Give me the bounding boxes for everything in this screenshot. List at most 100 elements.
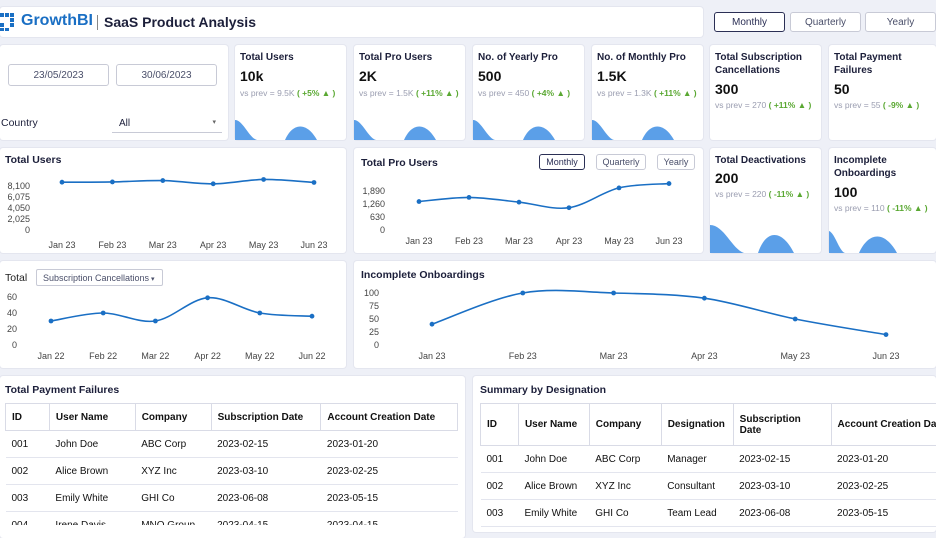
table-cell: 2023-06-08	[211, 484, 321, 512]
kpi-title: No. of Monthly Pro	[597, 52, 686, 63]
end-date-input[interactable]: 30/06/2023	[116, 64, 217, 86]
kpi-title: Total Payment Failures	[834, 52, 902, 76]
series-line	[50, 296, 313, 323]
tab-quarterly[interactable]: Quarterly	[790, 12, 861, 32]
x-tick-label: Jan 22	[37, 351, 64, 361]
kpi-sparkline	[354, 120, 436, 140]
chart-metric-select[interactable]: Subscription Cancellations ▾	[36, 269, 163, 286]
x-tick-label: Apr 23	[691, 351, 718, 361]
chart-title: Incomplete Onboardings	[361, 269, 485, 281]
series-line	[61, 178, 315, 185]
filter-panel: 23/05/2023 30/06/2023 Country All ▾	[0, 45, 228, 140]
pro-tab-yearly[interactable]: Yearly	[657, 154, 695, 170]
y-tick-label: 0	[25, 225, 30, 235]
column-header: Account Creation Date	[830, 403, 936, 446]
column-header: User Name	[48, 403, 136, 431]
y-tick-label: 2,025	[7, 214, 30, 224]
kpi-value: 100	[834, 184, 858, 200]
x-tick-label: Jun 23	[872, 351, 899, 361]
table-cell: 2023-06-08	[733, 499, 832, 527]
kpi-comparison: vs prev = 270 ( +11% ▲ )	[715, 100, 812, 110]
y-tick-label: 0	[374, 340, 379, 350]
table-cell: Alice Brown	[518, 472, 590, 500]
table-cell: 2023-03-10	[211, 457, 321, 485]
table-cell: 2023-02-15	[211, 430, 321, 458]
table-cell: John Doe	[518, 445, 590, 473]
kpi-payment-failures: Total Payment Failures 50 vs prev = 55 (…	[829, 45, 936, 140]
kpi-comparison: vs prev = 450 ( +4% ▲ )	[478, 88, 571, 98]
tab-monthly[interactable]: Monthly	[714, 12, 785, 32]
table-row: 003 Emily White GHI Co Team Lead 2023-06-08 2…	[480, 499, 936, 527]
designation-table: ID User Name Company Designation Subscriptio…	[480, 403, 936, 527]
x-tick-label: Jan 23	[418, 351, 445, 361]
kpi-sparkline	[473, 120, 555, 140]
data-point	[792, 316, 798, 322]
column-header: Designation	[660, 403, 734, 446]
pro-tab-quarterly[interactable]: Quarterly	[596, 154, 646, 170]
y-tick-label: 60	[7, 292, 17, 302]
column-header: Subscription Date	[732, 403, 832, 446]
table-cell: 002	[5, 457, 50, 485]
data-point	[48, 318, 54, 324]
x-tick-label: Mar 23	[505, 236, 533, 246]
data-point	[883, 332, 889, 337]
tab-yearly[interactable]: Yearly	[865, 12, 936, 32]
data-point	[516, 199, 522, 205]
table-cell: 2023-01-20	[320, 430, 458, 458]
page-title: SaaS Product Analysis	[104, 14, 256, 30]
table-cell: Emily White	[518, 499, 590, 527]
x-tick-label: Jun 22	[298, 351, 325, 361]
pro-tab-monthly[interactable]: Monthly	[539, 154, 585, 170]
growthbi-logo-icon	[0, 13, 14, 31]
table-cell: 2023-02-25	[831, 472, 936, 500]
start-date-input[interactable]: 23/05/2023	[8, 64, 109, 86]
x-tick-label: Feb 22	[89, 351, 117, 361]
table-cell: 003	[5, 484, 50, 512]
kpi-sparkline	[710, 225, 794, 253]
kpi-title: Incomplete Onboardings	[834, 155, 897, 179]
kpi-total-pro-users: Total Pro Users 2K vs prev = 1.5K ( +11%…	[354, 45, 465, 140]
kpi-title: Total Pro Users	[359, 52, 433, 63]
kpi-comparison: vs prev = 1.5K ( +11% ▲ )	[359, 88, 459, 98]
table-cell: John Doe	[49, 430, 136, 458]
data-point	[429, 321, 435, 327]
chevron-down-icon: ▾	[149, 276, 155, 283]
x-tick-label: May 23	[604, 236, 634, 246]
table-cell: 2023-02-15	[733, 445, 832, 473]
x-tick-label: May 23	[249, 240, 279, 250]
column-header: ID	[480, 403, 519, 446]
table-cell: XYZ Inc	[589, 472, 662, 500]
country-label: Country	[1, 117, 38, 129]
column-header: User Name	[517, 403, 590, 446]
data-point	[466, 194, 472, 200]
kpi-sparkline	[829, 231, 897, 253]
table-cell: 004	[5, 511, 50, 525]
header-bar: GrowthBI SaaS Product Analysis	[0, 7, 703, 37]
table-row: 004 Irene Davis MNO Group 2023-04-15 2023-04…	[5, 511, 458, 525]
cancellations-line-chart: 60 40 20 0 Jan 22 Feb 22 Mar 22 Apr 22 May 22 Jun…	[7, 292, 326, 361]
y-tick-label: 40	[7, 308, 17, 318]
series-line	[418, 182, 670, 210]
table-cell: 2023-05-15	[831, 499, 936, 527]
x-tick-label: Feb 23	[98, 240, 126, 250]
country-select[interactable]: All ▾	[112, 115, 222, 133]
y-tick-label: 1,260	[362, 199, 385, 209]
kpi-value: 200	[715, 170, 739, 186]
data-point	[205, 295, 211, 301]
table-cell: Emily White	[49, 484, 136, 512]
data-point	[566, 205, 572, 211]
y-tick-label: 630	[370, 212, 385, 222]
y-tick-label: 0	[380, 225, 385, 235]
series-line	[431, 289, 887, 336]
payment-failures-table-wrap: ID User Name Company Subscription Date Accou…	[5, 403, 460, 525]
designation-card: Summary by Designation ID User Name Compan…	[473, 376, 936, 532]
kpi-comparison: vs prev = 55 ( -9% ▲ )	[834, 100, 920, 110]
cancellations-chart-card: Total Subscription Cancellations ▾ 60 40 2…	[0, 261, 346, 368]
x-tick-label: Jan 23	[405, 236, 432, 246]
y-tick-label: 75	[369, 301, 379, 311]
kpi-value: 10k	[240, 68, 264, 84]
kpi-comparison: vs prev = 220 ( -11% ▲ )	[715, 189, 810, 199]
column-header: Account Creation Date	[320, 403, 458, 431]
kpi-total-deactivations: Total Deactivations 200 vs prev = 220 ( …	[710, 148, 821, 253]
